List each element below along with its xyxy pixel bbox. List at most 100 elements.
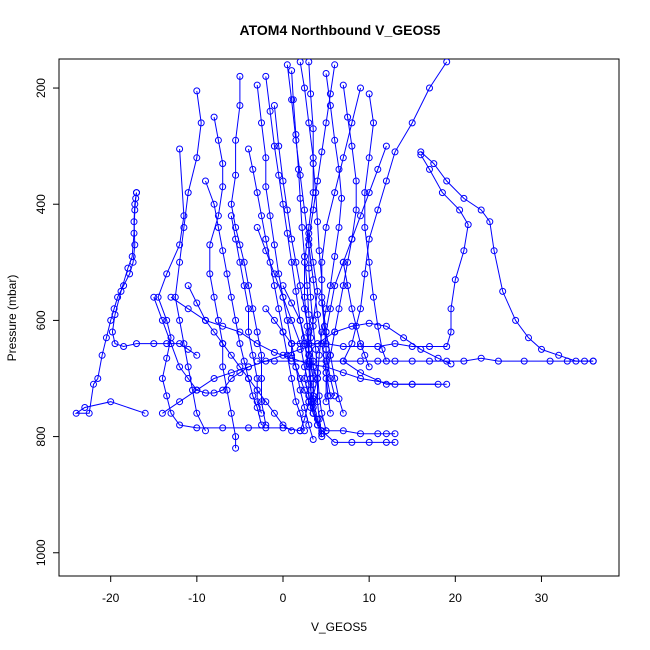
data-point bbox=[288, 67, 296, 75]
data-point bbox=[154, 293, 162, 301]
data-point bbox=[525, 334, 532, 342]
data-point bbox=[275, 270, 283, 278]
series-5 bbox=[206, 113, 240, 452]
data-point bbox=[85, 409, 93, 417]
data-point bbox=[288, 258, 296, 266]
series-22 bbox=[202, 177, 265, 429]
data-point bbox=[245, 328, 252, 336]
data-point bbox=[318, 409, 326, 417]
data-point bbox=[130, 229, 138, 237]
data-point bbox=[150, 340, 158, 348]
data-point bbox=[477, 354, 485, 362]
data-point bbox=[357, 375, 364, 382]
plot-frame bbox=[58, 58, 620, 577]
data-point bbox=[258, 409, 265, 417]
data-point bbox=[538, 345, 545, 353]
data-point bbox=[193, 299, 201, 307]
data-point bbox=[296, 59, 304, 66]
data-point bbox=[214, 212, 222, 220]
series-line bbox=[230, 215, 262, 414]
data-point bbox=[305, 398, 313, 406]
data-point bbox=[266, 258, 274, 266]
data-point bbox=[236, 102, 244, 109]
data-point bbox=[331, 136, 339, 144]
data-point bbox=[357, 340, 364, 348]
data-point bbox=[167, 293, 175, 301]
data-point bbox=[102, 334, 110, 342]
series-32 bbox=[150, 293, 252, 397]
data-point bbox=[214, 316, 222, 324]
data-point bbox=[331, 189, 339, 197]
data-point bbox=[288, 340, 296, 348]
plot-area bbox=[72, 59, 597, 452]
data-point bbox=[184, 375, 192, 382]
data-point bbox=[365, 90, 373, 98]
data-point bbox=[307, 293, 315, 301]
data-point bbox=[447, 360, 455, 368]
data-point bbox=[296, 316, 304, 324]
series-line bbox=[265, 76, 314, 402]
data-point bbox=[253, 375, 261, 382]
data-point bbox=[81, 404, 89, 411]
data-point bbox=[314, 177, 321, 185]
data-point bbox=[365, 438, 373, 446]
data-point bbox=[163, 392, 171, 400]
series-line bbox=[342, 61, 448, 385]
data-point bbox=[298, 224, 306, 231]
data-point bbox=[357, 212, 364, 220]
data-point bbox=[339, 409, 347, 417]
data-point bbox=[370, 119, 377, 127]
data-point bbox=[382, 430, 390, 438]
data-point bbox=[275, 142, 283, 150]
data-point bbox=[555, 351, 563, 359]
data-point bbox=[339, 369, 347, 377]
data-point bbox=[339, 282, 347, 290]
data-point bbox=[232, 136, 240, 144]
data-point bbox=[490, 247, 498, 255]
data-point bbox=[258, 375, 265, 382]
data-point bbox=[348, 119, 356, 127]
series-line bbox=[230, 76, 267, 426]
data-point bbox=[322, 328, 330, 336]
data-point bbox=[133, 340, 140, 348]
data-point bbox=[270, 270, 278, 278]
data-point bbox=[352, 206, 360, 214]
data-point bbox=[262, 72, 270, 80]
series-13 bbox=[361, 90, 390, 365]
data-point bbox=[150, 293, 158, 301]
data-point bbox=[331, 282, 339, 290]
data-point bbox=[322, 427, 330, 435]
data-point bbox=[451, 276, 459, 284]
data-point bbox=[270, 409, 278, 417]
data-point bbox=[322, 369, 330, 377]
data-point bbox=[314, 218, 321, 226]
data-point bbox=[301, 84, 308, 92]
data-point bbox=[382, 322, 390, 330]
series-line bbox=[303, 233, 323, 437]
x-tick-label: -20 bbox=[102, 591, 120, 605]
data-point bbox=[305, 380, 313, 388]
data-point bbox=[240, 258, 248, 266]
data-point bbox=[426, 165, 433, 173]
data-point bbox=[292, 287, 300, 295]
data-point bbox=[117, 287, 125, 295]
data-point bbox=[434, 380, 442, 388]
data-point bbox=[167, 340, 175, 348]
data-point bbox=[391, 357, 399, 365]
series-line bbox=[299, 61, 314, 414]
data-point bbox=[357, 84, 364, 92]
data-point bbox=[292, 258, 300, 266]
series-27 bbox=[322, 142, 390, 400]
data-point bbox=[408, 357, 416, 365]
data-point bbox=[253, 328, 261, 336]
data-point bbox=[202, 316, 209, 324]
data-point bbox=[309, 316, 317, 324]
data-point bbox=[443, 380, 451, 388]
data-point bbox=[309, 154, 317, 162]
x-tick-label: 20 bbox=[449, 591, 463, 605]
data-point bbox=[94, 375, 102, 382]
x-tick-label: -10 bbox=[188, 591, 206, 605]
data-point bbox=[315, 247, 323, 255]
data-point bbox=[318, 293, 326, 301]
data-point bbox=[464, 221, 472, 229]
